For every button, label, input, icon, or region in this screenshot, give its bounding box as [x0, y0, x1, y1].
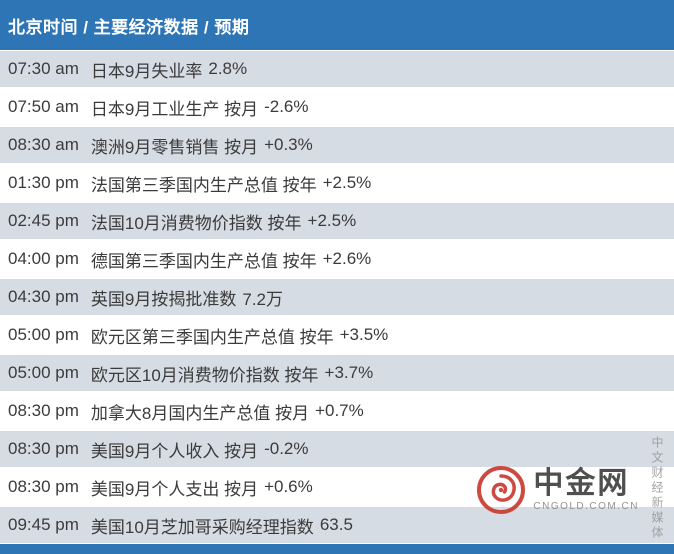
watermark-tagline: 中文财经新媒体 — [650, 436, 664, 541]
row-event: 澳洲9月零售销售 按月 — [90, 137, 259, 157]
row-value: 63.5 — [319, 515, 353, 534]
row-event: 欧元区10月消费物价指数 按年 — [90, 365, 319, 385]
watermark-domain: CNGOLD.COM.CN — [533, 501, 639, 513]
table-row: 07:50 am 日本9月工业生产 按月 -2.6% — [0, 88, 674, 126]
table-header-title: 北京时间 / 主要经济数据 / 预期 — [8, 17, 250, 37]
row-value: +3.7% — [324, 363, 374, 382]
row-time: 09:45 pm — [8, 515, 79, 534]
row-value: 7.2万 — [242, 289, 283, 309]
row-time: 05:00 pm — [8, 325, 79, 344]
table-row: 04:30 pm 英国9月按揭批准数 7.2万 — [0, 278, 674, 316]
table-row: 04:00 pm 德国第三季国内生产总值 按年 +2.6% — [0, 240, 674, 278]
watermark-text-block: 中金网 CNGOLD.COM.CN — [533, 468, 639, 513]
row-event: 加拿大8月国内生产总值 按月 — [90, 403, 310, 423]
row-time: 05:00 pm — [8, 363, 79, 382]
row-event: 美国9月个人支出 按月 — [90, 479, 259, 499]
row-value: +0.6% — [264, 477, 313, 496]
row-value: +2.5% — [322, 173, 372, 192]
row-event: 法国10月消费物价指数 按年 — [90, 213, 302, 233]
row-value: -2.6% — [264, 97, 309, 116]
watermark-brand: 中金网 — [533, 466, 630, 500]
row-value: +2.5% — [307, 211, 357, 230]
row-time: 07:50 am — [8, 97, 79, 116]
row-value: +0.3% — [264, 135, 313, 154]
row-event: 美国10月芝加哥采购经理指数 — [90, 517, 314, 537]
table-footer-bar — [0, 544, 674, 554]
table-header: 北京时间 / 主要经济数据 / 预期 — [0, 0, 674, 50]
row-event: 日本9月失业率 — [90, 61, 203, 81]
table-row: 08:30 am 澳洲9月零售销售 按月 +0.3% — [0, 126, 674, 164]
table-row: 08:30 pm 美国9月个人收入 按月 -0.2% — [0, 430, 674, 468]
row-event: 德国第三季国内生产总值 按年 — [90, 251, 317, 271]
cngold-logo-icon — [475, 464, 527, 516]
row-event: 美国9月个人收入 按月 — [90, 441, 259, 461]
table-row: 01:30 pm 法国第三季国内生产总值 按年 +2.5% — [0, 164, 674, 202]
table-row: 07:30 am 日本9月失业率 2.8% — [0, 50, 674, 88]
row-time: 02:45 pm — [8, 211, 79, 230]
table-row: 08:30 pm 美国9月个人支出 按月 +0.6% — [0, 468, 674, 506]
row-event: 日本9月工业生产 按月 — [90, 99, 259, 119]
row-event: 欧元区第三季国内生产总值 按年 — [90, 327, 334, 347]
row-value: -0.2% — [264, 439, 309, 458]
table-row: 05:00 pm 欧元区10月消费物价指数 按年 +3.7% — [0, 354, 674, 392]
row-time: 04:30 pm — [8, 287, 79, 306]
row-value: 2.8% — [208, 59, 248, 78]
row-time: 07:30 am — [8, 59, 79, 78]
table-row: 02:45 pm 法国10月消费物价指数 按年 +2.5% — [0, 202, 674, 240]
row-value: +0.7% — [315, 401, 364, 420]
table-row: 09:45 pm 美国10月芝加哥采购经理指数 63.5 — [0, 506, 674, 544]
row-time: 08:30 pm — [8, 477, 79, 496]
row-time: 01:30 pm — [8, 173, 79, 192]
table-body: 07:30 am 日本9月失业率 2.8% 07:50 am 日本9月工业生产 按月 -2… — [0, 50, 674, 544]
row-time: 08:30 pm — [8, 439, 79, 458]
row-time: 08:30 am — [8, 135, 79, 154]
row-event: 法国第三季国内生产总值 按年 — [90, 175, 317, 195]
row-value: +3.5% — [339, 325, 389, 344]
row-event: 英国9月按揭批准数 — [90, 289, 237, 309]
table-row: 08:30 pm 加拿大8月国内生产总值 按月 +0.7% — [0, 392, 674, 430]
row-time: 08:30 pm — [8, 401, 79, 420]
watermark: 中金网 CNGOLD.COM.CN 中文财经新媒体 — [475, 436, 666, 544]
row-time: 04:00 pm — [8, 249, 79, 268]
table-row: 05:00 pm 欧元区第三季国内生产总值 按年 +3.5% — [0, 316, 674, 354]
row-value: +2.6% — [322, 249, 372, 268]
